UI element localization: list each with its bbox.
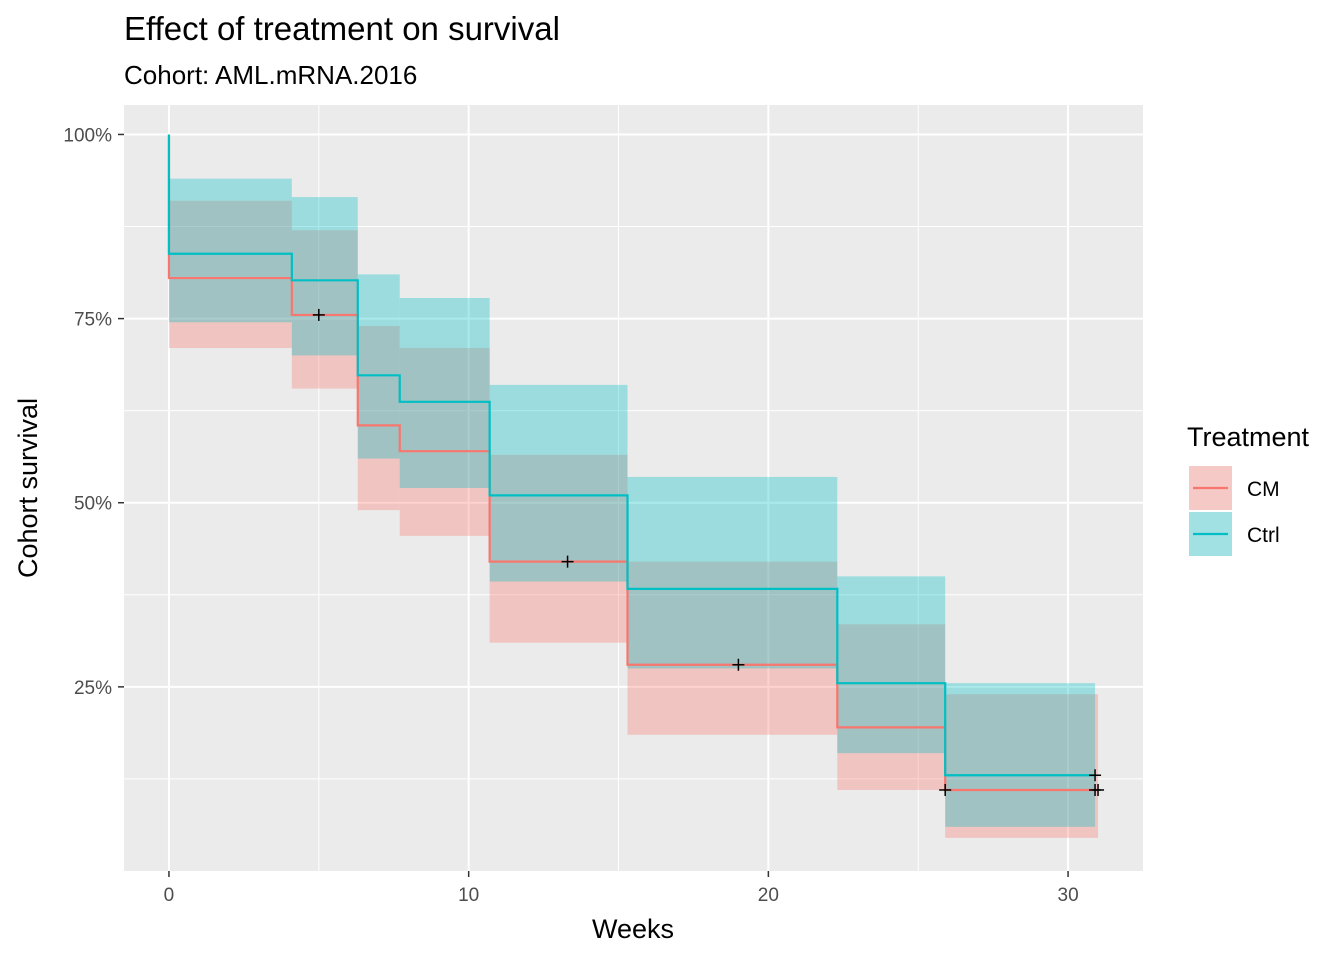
minor-gridlines <box>124 105 1143 871</box>
x-tick-label: 0 <box>164 885 175 906</box>
survival-line-ctrl <box>167 134 1096 777</box>
censor-mark-cm-3 <box>939 783 952 796</box>
confidence-band-ctrl-1 <box>291 197 358 356</box>
confidence-band-ctrl-6 <box>837 576 946 754</box>
x-tick-label: 10 <box>458 885 479 906</box>
censor-mark-cm-5 <box>1092 783 1105 796</box>
censor-marks <box>312 308 1105 796</box>
chart-subtitle: Cohort: AML.mRNA.2016 <box>124 60 417 90</box>
survival-curves <box>167 134 1099 792</box>
legend: Treatment CM Ctrl <box>1187 422 1310 556</box>
confidence-band-cm-7 <box>945 694 1099 838</box>
confidence-band-cm-5 <box>627 561 838 735</box>
chart-title: Effect of treatment on survival <box>124 10 560 47</box>
legend-title: Treatment <box>1187 422 1310 452</box>
plot-panel <box>124 105 1143 871</box>
x-axis-title: Weeks <box>592 914 674 944</box>
confidence-band-ctrl-7 <box>945 683 1096 827</box>
confidence-band-cm-3 <box>399 348 490 536</box>
legend-item-cm: CM <box>1189 466 1280 510</box>
y-tick-label: 50% <box>74 494 112 515</box>
censor-mark-cm-0 <box>312 308 325 321</box>
confidence-band-cm-6 <box>837 624 946 790</box>
confidence-bands <box>168 178 1099 838</box>
legend-label: Ctrl <box>1247 524 1280 547</box>
confidence-band-cm-0 <box>168 200 292 349</box>
confidence-band-ctrl-0 <box>168 178 292 323</box>
y-tick-label: 100% <box>63 125 112 146</box>
y-tick-label: 25% <box>74 678 112 699</box>
confidence-band-cm-1 <box>291 230 358 389</box>
confidence-band-cm-2 <box>357 325 400 511</box>
y-tick-label: 75% <box>74 310 112 331</box>
confidence-band-ctrl-2 <box>357 274 400 459</box>
y-axis-title: Cohort survival <box>13 398 43 578</box>
censor-mark-ctrl-0 <box>1089 769 1102 782</box>
confidence-band-cm-4 <box>489 454 628 643</box>
confidence-band-ctrl-5 <box>627 476 838 669</box>
x-axis: 0 10 20 30 <box>164 871 1079 906</box>
confidence-band-ctrl-4 <box>489 384 628 582</box>
censor-mark-cm-1 <box>561 555 574 568</box>
x-tick-label: 30 <box>1058 885 1079 906</box>
censor-mark-cm-2 <box>732 658 745 671</box>
y-axis: 25% 50% 75% 100% <box>63 125 124 699</box>
x-tick-label: 20 <box>758 885 779 906</box>
legend-item-ctrl: Ctrl <box>1189 512 1280 556</box>
legend-label: CM <box>1247 478 1280 501</box>
confidence-band-ctrl-3 <box>399 297 490 488</box>
